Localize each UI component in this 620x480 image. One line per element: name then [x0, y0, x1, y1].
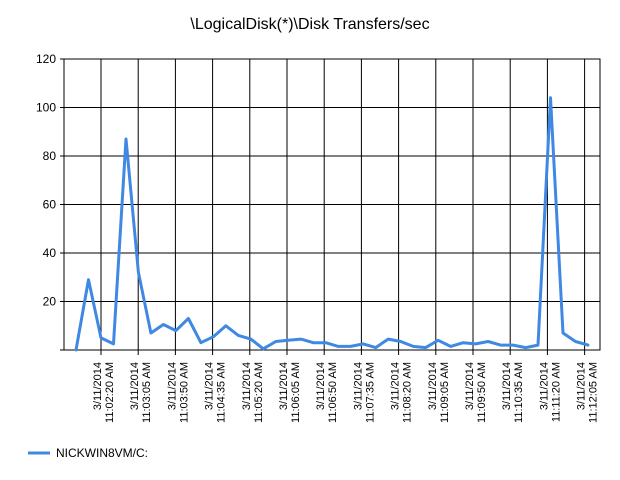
x-tick-date: 3/11/2014: [278, 362, 290, 410]
x-tick-date: 3/11/2014: [92, 362, 104, 410]
x-tick-date: 3/11/2014: [204, 362, 216, 410]
x-tick-time: 11:06:50 AM: [327, 362, 339, 423]
x-tick-label: 3/11/2014 11:09:50 AM: [464, 362, 488, 423]
x-tick-date: 3/11/2014: [538, 362, 550, 410]
x-tick-label: 3/11/2014 11:08:20 AM: [390, 362, 414, 423]
x-tick-label: 3/11/2014 11:10:35 AM: [501, 362, 525, 423]
x-tick-time: 11:12:05 AM: [588, 362, 600, 423]
x-tick-date: 3/11/2014: [352, 362, 364, 410]
y-tick-label: 80: [43, 149, 57, 163]
x-tick-time: 11:02:20 AM: [104, 362, 116, 423]
x-tick-label: 3/11/2014 11:06:50 AM: [315, 362, 339, 423]
y-tick-label: 100: [36, 101, 56, 115]
plot-border: [63, 58, 601, 351]
x-tick-label: 3/11/2014 11:03:05 AM: [129, 362, 153, 423]
x-tick-time: 11:03:50 AM: [178, 362, 190, 423]
x-tick-label: 3/11/2014 11:09:05 AM: [427, 362, 451, 423]
x-tick-time: 11:05:20 AM: [253, 362, 265, 423]
series-layer: [74, 96, 590, 352]
y-tick-label: 60: [43, 198, 57, 212]
x-tick-label: 3/11/2014 11:03:50 AM: [166, 362, 190, 423]
legend: NICKWIN8VM/C:: [28, 446, 148, 460]
x-tick-label: 3/11/2014 11:05:20 AM: [241, 362, 265, 423]
x-axis-tick-labels: 3/11/2014 11:02:20 AM 3/11/2014 11:03:05 AM…: [92, 362, 600, 423]
chart-title: \LogicalDisk(*)\Disk Transfers/sec: [190, 16, 429, 33]
x-tick-label: 3/11/2014 11:12:05 AM: [576, 362, 600, 423]
x-tick-date: 3/11/2014: [166, 362, 178, 410]
axes: [60, 58, 601, 351]
y-tick-label: 40: [43, 246, 57, 260]
x-tick-label: 3/11/2014 11:04:35 AM: [204, 362, 228, 423]
x-tick-label: 3/11/2014 11:07:35 AM: [352, 362, 376, 423]
x-tick-date: 3/11/2014: [390, 362, 402, 410]
x-tick-time: 11:09:50 AM: [476, 362, 488, 423]
y-tick-label: 120: [36, 52, 56, 66]
x-tick-date: 3/11/2014: [501, 362, 513, 410]
x-tick-label: 3/11/2014 11:06:05 AM: [278, 362, 302, 423]
x-tick-label: 3/11/2014 11:02:20 AM: [92, 362, 116, 423]
x-tick-time: 11:08:20 AM: [402, 362, 414, 423]
x-tick-date: 3/11/2014: [576, 362, 588, 410]
x-tick-time: 11:07:35 AM: [364, 362, 376, 423]
y-tick-label: 20: [43, 295, 57, 309]
x-tick-date: 3/11/2014: [241, 362, 253, 410]
legend-label: NICKWIN8VM/C:: [56, 446, 148, 460]
grid: [64, 58, 600, 355]
x-tick-time: 11:11:20 AM: [550, 362, 562, 422]
x-tick-date: 3/11/2014: [129, 362, 141, 410]
series-line: [74, 96, 590, 352]
x-tick-date: 3/11/2014: [315, 362, 327, 410]
y-axis-tick-labels: 20 40 60 80 100 120: [36, 52, 56, 309]
x-tick-time: 11:09:05 AM: [439, 362, 451, 423]
x-tick-time: 11:10:35 AM: [513, 362, 525, 423]
x-tick-label: 3/11/2014 11:11:20 AM: [538, 362, 562, 422]
x-tick-date: 3/11/2014: [427, 362, 439, 410]
x-tick-date: 3/11/2014: [464, 362, 476, 410]
x-tick-time: 11:03:05 AM: [141, 362, 153, 423]
x-tick-time: 11:06:05 AM: [290, 362, 302, 423]
x-tick-time: 11:04:35 AM: [216, 362, 228, 423]
